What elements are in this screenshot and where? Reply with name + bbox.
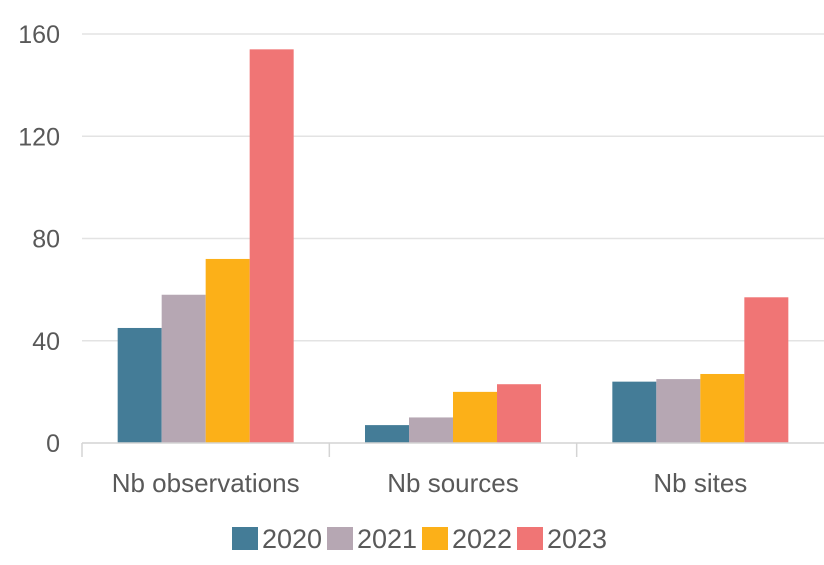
x-category-label: Nb observations <box>112 468 300 498</box>
bar-2021-nb-sources <box>409 417 453 443</box>
gridlines <box>82 33 824 342</box>
y-tick-label: 40 <box>32 328 60 356</box>
y-tick-label: 0 <box>46 430 60 458</box>
y-tick-label: 120 <box>18 123 60 151</box>
y-tick-label: 160 <box>18 21 60 49</box>
bar-2023-nb-observations <box>249 49 294 444</box>
bar-2020-nb-sources <box>365 425 409 443</box>
y-tick-label: 80 <box>32 226 60 254</box>
bar-2020-nb-observations <box>117 327 162 443</box>
bars <box>117 49 789 444</box>
legend-label: 2022 <box>452 524 512 554</box>
bar-2022-nb-observations <box>205 258 250 443</box>
legend-label: 2021 <box>357 524 417 554</box>
legend-swatch <box>517 527 543 550</box>
bar-2022-nb-sites <box>700 373 745 443</box>
y-axis: 0 40 80 120 160 <box>18 21 60 458</box>
legend-swatch <box>232 527 258 550</box>
legend-label: 2023 <box>547 524 607 554</box>
bar-2021-nb-observations <box>161 294 206 443</box>
bar-2023-nb-sites <box>744 297 789 443</box>
legend-swatch <box>327 527 353 550</box>
x-axis: Nb observations Nb sources Nb sites <box>81 442 824 498</box>
bar-2023-nb-sources <box>497 384 541 443</box>
legend: 2020 2021 2022 2023 <box>232 524 607 554</box>
bar-2021-nb-sites <box>656 379 701 443</box>
x-category-label: Nb sources <box>387 468 519 498</box>
bar-2022-nb-sources <box>453 391 497 443</box>
legend-swatch <box>422 527 448 550</box>
x-category-label: Nb sites <box>653 468 747 498</box>
bar-2020-nb-sites <box>612 381 657 443</box>
legend-label: 2020 <box>262 524 322 554</box>
